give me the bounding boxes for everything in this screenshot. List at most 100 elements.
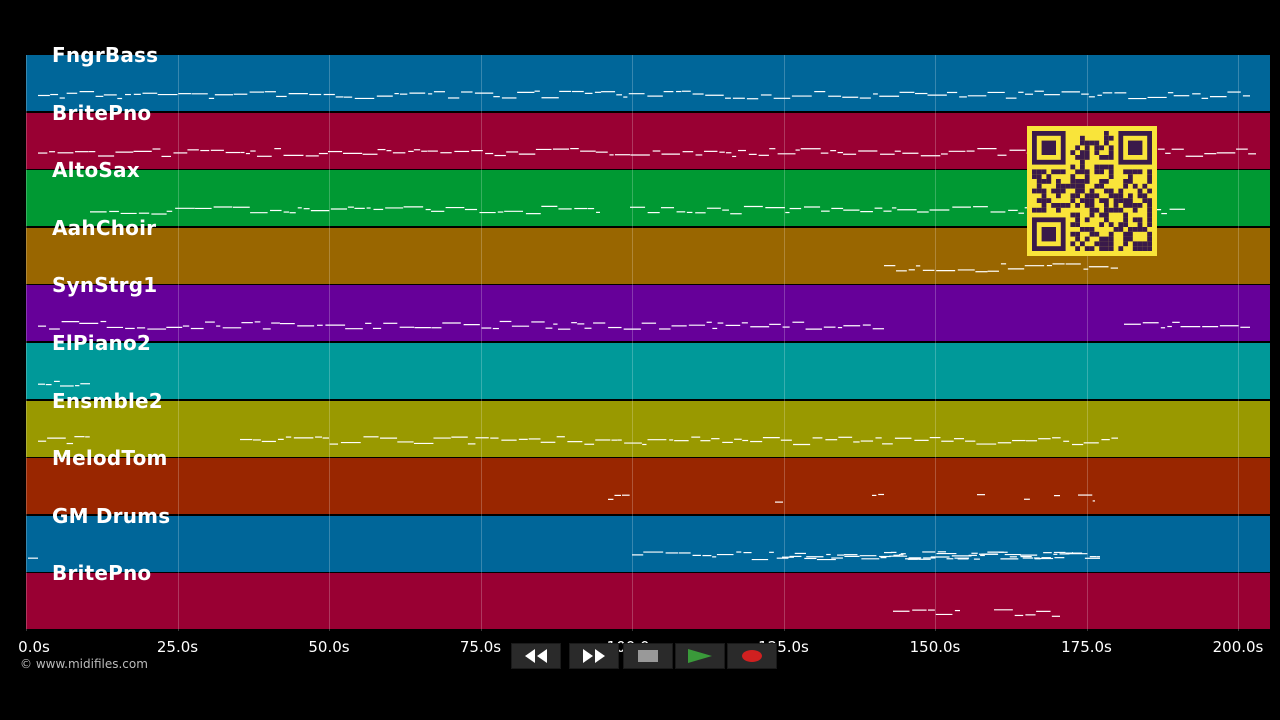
qr-module: [1104, 135, 1109, 141]
qr-module: [1084, 169, 1090, 175]
qr-module: [1084, 246, 1090, 251]
qr-module: [1123, 217, 1128, 223]
track-name: GM Drums: [52, 503, 171, 528]
stop-button[interactable]: [623, 643, 673, 669]
qr-module: [1084, 236, 1090, 242]
qr-module: [1089, 198, 1095, 203]
qr-module: [1118, 246, 1124, 251]
qr-module: [1128, 227, 1133, 232]
qr-module: [1051, 203, 1056, 208]
grid-line: [177, 55, 179, 631]
qr-module: [1104, 212, 1109, 218]
qr-module: [1080, 179, 1085, 184]
qr-module: [1104, 217, 1109, 223]
qr-module: [1080, 159, 1085, 165]
track-lane: MelodTom: [26, 446, 1270, 515]
qr-module: [1147, 217, 1152, 223]
qr-module: [1056, 203, 1061, 208]
qr-module: [1099, 236, 1104, 242]
qr-module: [1118, 207, 1124, 213]
qr-module: [1089, 207, 1095, 213]
qr-module: [1075, 236, 1080, 242]
qr-module: [1137, 169, 1143, 175]
qr-module: [1104, 241, 1109, 247]
fast-forward-button[interactable]: [569, 643, 619, 669]
qr-module: [1113, 227, 1119, 232]
qr-module: [1041, 203, 1047, 208]
qr-module: [1070, 222, 1076, 227]
qr-module: [1137, 203, 1143, 208]
qr-module: [1084, 174, 1090, 179]
qr-module: [1108, 207, 1114, 213]
qr-module: [1108, 236, 1114, 242]
qr-module: [1099, 145, 1104, 151]
qr-module: [1108, 231, 1114, 237]
qr-module: [1147, 188, 1152, 194]
qr-code-icon: [1032, 131, 1152, 251]
tick-label: 200.0s: [1212, 638, 1264, 656]
qr-module: [1056, 183, 1061, 189]
qr-module: [1089, 246, 1095, 251]
track-lane: SynStrg1: [26, 273, 1270, 342]
qr-module: [1032, 207, 1037, 213]
grid-line: [329, 55, 330, 631]
qr-module: [1094, 169, 1100, 175]
qr-module: [1075, 193, 1080, 199]
qr-module: [1075, 169, 1080, 175]
qr-module: [1108, 135, 1114, 141]
qr-module: [1128, 179, 1133, 184]
qr-module: [1128, 169, 1133, 175]
qr-module: [1108, 155, 1114, 160]
play-icon: [688, 649, 712, 663]
qr-module: [1070, 231, 1076, 237]
qr-module: [1046, 179, 1052, 184]
record-button[interactable]: [727, 643, 777, 669]
qr-module: [1060, 169, 1066, 175]
qr-module: [1099, 212, 1104, 218]
qr-module: [1147, 236, 1152, 242]
qr-module: [1075, 246, 1080, 251]
qr-module: [1108, 188, 1114, 194]
qr-module: [1108, 169, 1114, 175]
grid-line: [480, 55, 482, 631]
play-button[interactable]: [675, 643, 725, 669]
qr-module: [1104, 179, 1109, 184]
qr-module: [1036, 207, 1042, 213]
qr-module: [1113, 203, 1119, 208]
qr-module: [1132, 203, 1138, 208]
qr-module: [1080, 198, 1085, 203]
qr-module: [1089, 231, 1095, 237]
qr-module: [1084, 217, 1090, 223]
qr-module: [1118, 198, 1124, 203]
qr-module: [1123, 198, 1128, 203]
qr-module: [1036, 188, 1042, 194]
qr-module: [1128, 231, 1133, 237]
qr-module: [1094, 164, 1100, 170]
qr-module: [1041, 169, 1047, 175]
qr-module: [1099, 179, 1104, 184]
qr-module: [1080, 164, 1085, 170]
qr-module: [1056, 169, 1061, 175]
qr-module: [1132, 207, 1138, 213]
qr-module: [1084, 193, 1090, 199]
qr-module: [1075, 212, 1080, 218]
qr-module: [1089, 140, 1095, 146]
tick-label: 175.0s: [1061, 638, 1112, 656]
qr-module: [1060, 188, 1066, 194]
qr-module: [1147, 169, 1152, 175]
rewind-button[interactable]: [511, 643, 561, 669]
qr-module: [1132, 241, 1138, 247]
qr-module: [1123, 169, 1128, 175]
qr-module: [1104, 164, 1109, 170]
qr-module: [1094, 150, 1100, 155]
qr-module: [1099, 164, 1104, 170]
qr-module: [1147, 207, 1152, 213]
qr-module: [1137, 217, 1143, 223]
qr-module: [1142, 183, 1148, 189]
qr-module: [1147, 174, 1152, 179]
qr-module: [1104, 188, 1109, 194]
qr-module: [1132, 246, 1138, 251]
qr-module: [1104, 131, 1109, 136]
